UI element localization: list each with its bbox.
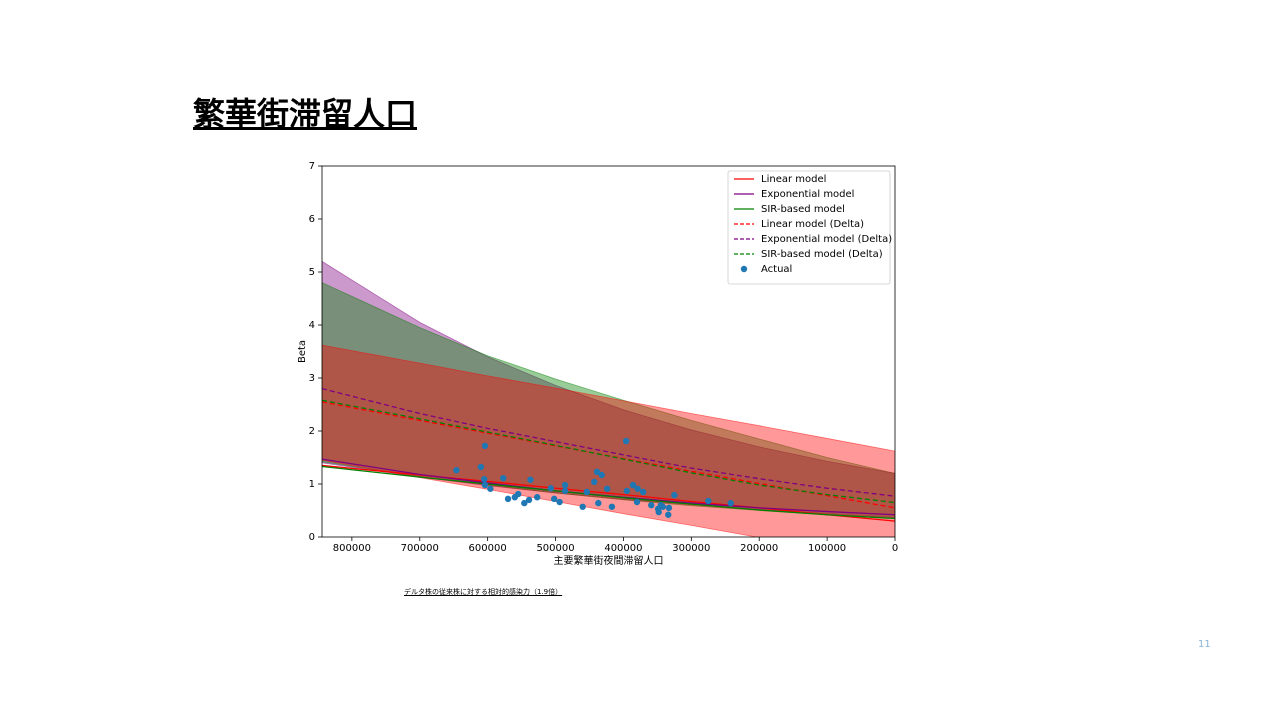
model-line (322, 399, 895, 504)
legend-label: Actual (761, 264, 792, 275)
actual-point (556, 498, 563, 506)
x-tick-label: 700000 (401, 543, 439, 554)
y-tick-label: 4 (309, 320, 315, 331)
actual-point (633, 498, 641, 506)
actual-point (547, 485, 554, 492)
confidence-band (322, 344, 895, 537)
y-tick-label: 3 (309, 373, 315, 384)
x-tick-label: 100000 (808, 543, 846, 554)
actual-point (504, 495, 512, 503)
y-tick-label: 2 (309, 426, 315, 437)
legend-label: SIR-based model (761, 204, 845, 215)
legend-label: Linear model (Delta) (761, 219, 864, 230)
actual-point (595, 499, 602, 507)
y-tick-label: 7 (309, 161, 315, 172)
actual-point (639, 488, 647, 496)
slide-title: 繁華街滞留人口 (193, 95, 418, 133)
actual-point (534, 494, 541, 501)
actual-point (659, 503, 667, 510)
x-tick-label: 600000 (469, 543, 507, 554)
model-line (322, 387, 895, 497)
x-tick-label: 500000 (536, 543, 574, 554)
x-tick-label: 300000 (672, 543, 710, 554)
x-tick-label: 800000 (333, 543, 371, 554)
actual-point (527, 476, 534, 483)
y-tick-label: 6 (309, 214, 315, 225)
actual-point (593, 468, 601, 476)
legend-box (727, 170, 891, 285)
actual-point (583, 488, 590, 496)
actual-point (622, 437, 630, 445)
actual-point (655, 508, 662, 516)
actual-point (665, 504, 673, 512)
actual-point (648, 502, 655, 509)
actual-point (481, 481, 489, 489)
x-tick-label: 400000 (604, 543, 642, 554)
legend-label: SIR-based model (Delta) (761, 249, 883, 260)
actual-point (561, 481, 569, 489)
actual-point (598, 471, 605, 479)
x-tick-label: 0 (892, 543, 898, 554)
actual-point (515, 490, 522, 498)
actual-point (525, 496, 533, 504)
actual-point (591, 478, 598, 486)
actual-point (481, 476, 488, 483)
actual-point (603, 485, 611, 492)
legend-label: Exponential model (761, 189, 854, 200)
y-tick-label: 5 (309, 267, 315, 278)
legend-label: Exponential model (Delta) (761, 234, 892, 245)
actual-point (608, 503, 616, 510)
caption: デルタ株の従来株に対する相対的感染力（1.9倍） (404, 588, 563, 596)
actual-point (634, 485, 641, 492)
actual-point (629, 481, 637, 489)
actual-point (550, 495, 558, 503)
actual-point (487, 485, 494, 492)
x-tick-label: 200000 (740, 543, 778, 554)
actual-point (521, 499, 528, 507)
actual-point (477, 463, 485, 471)
actual-point (623, 487, 631, 495)
actual-point (453, 467, 460, 474)
actual-point (671, 491, 678, 499)
y-tick-label: 0 (309, 532, 315, 543)
legend-swatch (740, 265, 748, 273)
x-axis-label: 主要繁華街夜間滞留人口 (554, 554, 664, 567)
y-tick-label: 1 (309, 479, 315, 490)
plot-area (322, 260, 895, 537)
actual-point (561, 487, 569, 495)
y-axis-label: Beta (297, 340, 308, 363)
actual-point (481, 442, 489, 450)
actual-point (579, 503, 586, 510)
plot-frame (321, 165, 896, 538)
model-line (322, 465, 895, 520)
actual-point (705, 497, 712, 505)
actual-point (500, 474, 507, 482)
page-number: 11 (1198, 639, 1211, 650)
actual-point (727, 499, 734, 507)
legend-label: Linear model (761, 174, 826, 185)
actual-point (665, 511, 672, 518)
